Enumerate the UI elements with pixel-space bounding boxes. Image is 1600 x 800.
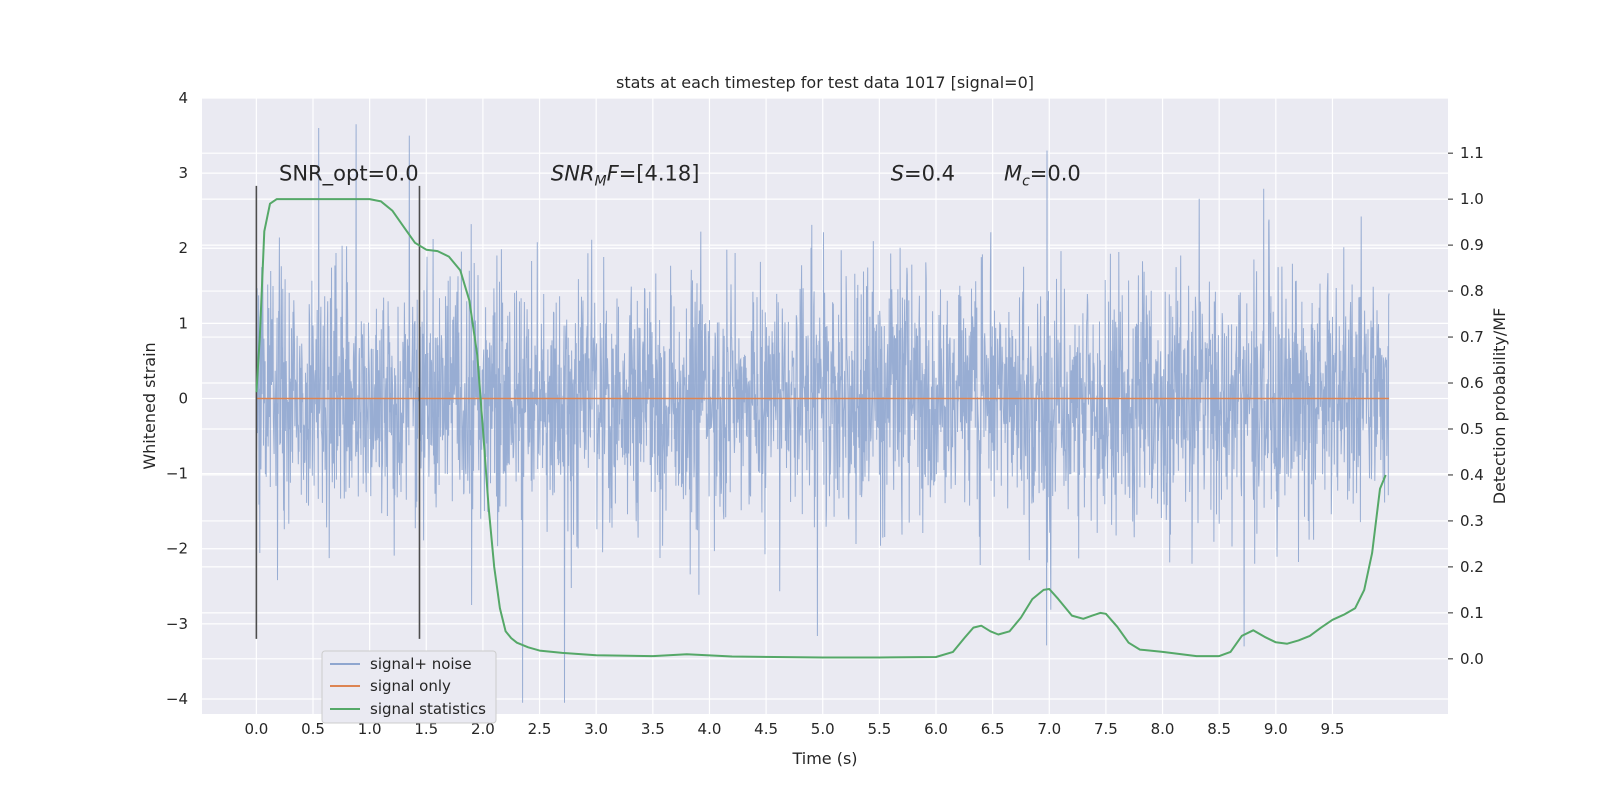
x-tick-label: 2.0 xyxy=(471,720,495,738)
series-signal-statistics xyxy=(255,198,1387,659)
series-signal-noise xyxy=(255,124,1390,703)
y-tick-label: −4 xyxy=(166,690,188,708)
y-tick-label: −2 xyxy=(166,540,188,558)
annotation-text: SNR_opt=0.0 xyxy=(279,162,419,187)
y-tick-label: −1 xyxy=(166,465,188,483)
annotation-text: S=0.4 xyxy=(891,162,955,186)
x-tick-label: 8.5 xyxy=(1207,720,1231,738)
chart-title: stats at each timestep for test data 101… xyxy=(616,73,1034,92)
y-tick-label: 0 xyxy=(178,389,188,407)
legend: signal+ noise signal only signal statist… xyxy=(321,650,497,724)
x-tick-label: 6.5 xyxy=(981,720,1005,738)
y2-axis-label: Detection probability/MF xyxy=(1490,308,1509,505)
x-tick-label: 1.0 xyxy=(358,720,382,738)
y2-tick-label: 0.1 xyxy=(1460,604,1484,622)
y-tick-label: −3 xyxy=(166,615,188,633)
annotation-text: Mc=0.0 xyxy=(1004,162,1081,190)
x-tick-label: 3.5 xyxy=(641,720,665,738)
x-tick-label: 4.0 xyxy=(698,720,722,738)
y2-tick-label: 0.8 xyxy=(1460,282,1484,300)
legend-label-signal-only: signal only xyxy=(370,677,451,695)
x-tick-label: 0.5 xyxy=(301,720,325,738)
y2-tick-label: 0.7 xyxy=(1460,328,1484,346)
y2-tick-label: 0.2 xyxy=(1460,558,1484,576)
x-tick-label: 8.0 xyxy=(1151,720,1175,738)
x-tick-label: 6.0 xyxy=(924,720,948,738)
series-layer xyxy=(255,124,1390,703)
x-tick-label: 2.5 xyxy=(528,720,552,738)
y2-tick-label: 0.4 xyxy=(1460,466,1484,484)
x-tick-label: 0.0 xyxy=(244,720,268,738)
x-tick-label: 7.0 xyxy=(1037,720,1061,738)
annotations: SNR_opt=0.0 SNRMF=[4.18] S=0.4 Mc=0.0 xyxy=(279,162,1081,190)
legend-box xyxy=(321,650,497,724)
y-tick-label: 3 xyxy=(178,164,188,182)
y2-tick-label: 0.6 xyxy=(1460,374,1484,392)
x-tick-label: 5.5 xyxy=(867,720,891,738)
y-tick-label: 4 xyxy=(178,89,188,107)
legend-label-statistics: signal statistics xyxy=(370,700,486,718)
y2-tick-label: 1.1 xyxy=(1460,144,1484,162)
x-tick-label: 4.5 xyxy=(754,720,778,738)
y-tick-label: 2 xyxy=(178,239,188,257)
x-axis-label: Time (s) xyxy=(791,749,857,768)
y-axis-label: Whitened strain xyxy=(140,342,159,469)
x-tick-label: 7.5 xyxy=(1094,720,1118,738)
y2-tick-label: 0.9 xyxy=(1460,236,1484,254)
y-tick-label: 1 xyxy=(178,314,188,332)
x-tick-label: 9.0 xyxy=(1264,720,1288,738)
annotation-text: SNRMF=[4.18] xyxy=(551,162,700,190)
x-tick-label: 9.5 xyxy=(1321,720,1345,738)
x-tick-label: 3.0 xyxy=(584,720,608,738)
legend-label-noise: signal+ noise xyxy=(370,655,472,673)
x-tick-label: 5.0 xyxy=(811,720,835,738)
y2-tick-label: 0.3 xyxy=(1460,512,1484,530)
y2-tick-label: 0.5 xyxy=(1460,420,1484,438)
tick-labels: 0.0 0.5 1.0 1.5 2.0 2.5 3.0 3.5 4.0 4.5 5.0 5.5 6.0 6… xyxy=(166,89,1484,738)
y2-tick-label: 0.0 xyxy=(1460,650,1484,668)
x-tick-label: 1.5 xyxy=(414,720,438,738)
y2-tick-label: 1.0 xyxy=(1460,190,1484,208)
